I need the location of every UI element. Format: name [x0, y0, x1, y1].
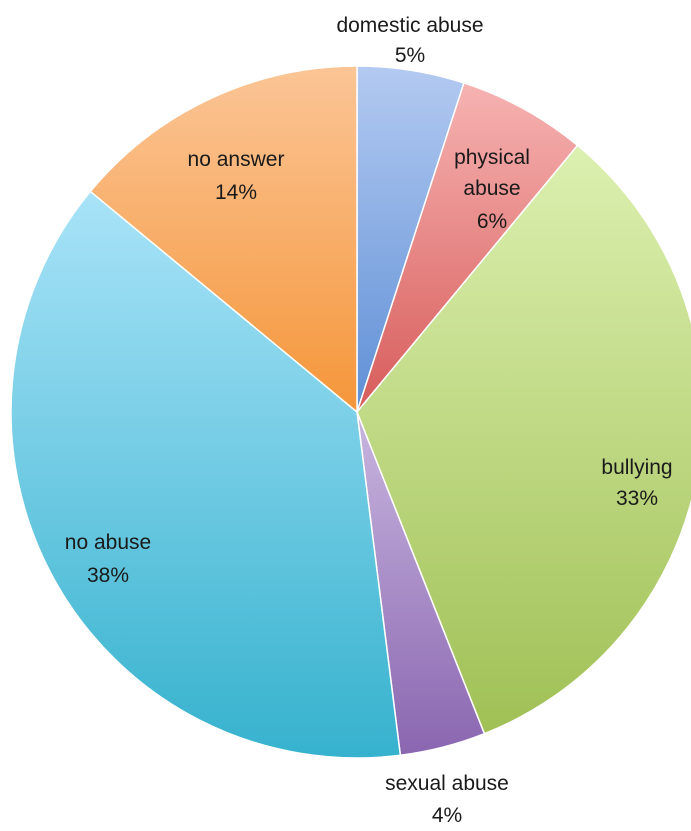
- slice-label-sexual-abuse: sexual abuse 4%: [385, 772, 509, 827]
- pie-slice-physical-abuse: [356, 81, 579, 413]
- slice-category-label: sexual abuse: [385, 772, 509, 795]
- pie-slice-bullying: [356, 144, 691, 735]
- slice-category-label: bullying: [601, 456, 672, 479]
- slice-value-label: 14%: [215, 181, 257, 204]
- pie-slices: [10, 65, 691, 759]
- slice-category-label: no abuse: [65, 531, 151, 554]
- pie-slice-no-abuse: [10, 190, 402, 759]
- slice-value-label: 5%: [395, 44, 425, 67]
- slice-value-label: 4%: [432, 804, 462, 827]
- pie-labels: domestic abuse 5% physical abuse 6% bullying 3…: [65, 14, 673, 827]
- slice-label-domestic-abuse: domestic abuse 5%: [336, 14, 483, 67]
- pie-slice-no-answer: [89, 65, 358, 414]
- slice-label-no-answer: no answer 14%: [188, 148, 285, 204]
- slice-label-no-abuse: no abuse 38%: [65, 531, 151, 587]
- slice-category-label: domestic abuse: [336, 14, 483, 37]
- slice-label-physical-abuse: physical abuse 6%: [454, 146, 530, 233]
- slice-value-label: 6%: [477, 210, 507, 233]
- slice-category-label: physical abuse: [454, 146, 530, 200]
- slice-value-label: 33%: [616, 487, 658, 510]
- slice-category-label: no answer: [188, 148, 285, 171]
- slice-label-bullying: bullying 33%: [601, 456, 672, 510]
- slice-value-label: 38%: [87, 564, 129, 587]
